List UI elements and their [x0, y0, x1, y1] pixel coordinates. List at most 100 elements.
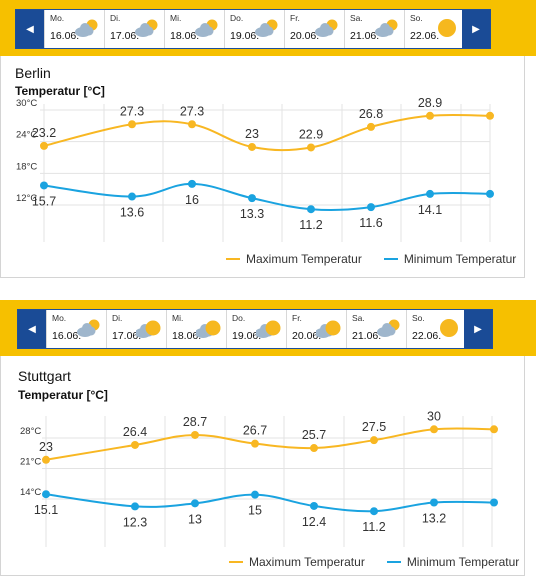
max-data-point[interactable] — [426, 111, 434, 120]
max-data-point[interactable] — [42, 455, 50, 464]
legend-max-label[interactable]: Maximum Temperatur — [246, 252, 362, 266]
sun-icon — [440, 319, 458, 337]
data-label: 27.5 — [362, 420, 386, 434]
day-weekday: Mo. — [52, 313, 67, 323]
next-day-button[interactable]: ▶ — [462, 10, 490, 48]
max-data-point[interactable] — [367, 122, 375, 131]
legend-min-label[interactable]: Minimum Temperatur — [403, 252, 517, 266]
cloud-sun-icon — [135, 19, 158, 37]
data-label: 16 — [185, 193, 199, 207]
max-data-point[interactable] — [310, 444, 318, 453]
day-tab-6[interactable]: So. 22.06. — [406, 310, 466, 348]
max-data-point[interactable] — [40, 141, 48, 150]
max-data-point[interactable] — [307, 143, 315, 152]
day-weekday: Do. — [230, 13, 244, 23]
min-data-point[interactable] — [188, 179, 196, 188]
data-label: 23.2 — [32, 126, 56, 140]
min-data-point[interactable] — [310, 501, 318, 510]
data-label: 12.3 — [123, 515, 147, 529]
day-tab-5[interactable]: Sa. 21.06. — [344, 10, 404, 48]
max-data-point[interactable] — [128, 120, 136, 129]
min-data-point[interactable] — [430, 498, 438, 507]
date-bar: ◀ Mo. 16.06. Di. 17.06. Mi. 18.06. Do. 19.06. Fr… — [0, 300, 536, 356]
previous-day-button[interactable]: ◀ — [16, 10, 44, 48]
min-data-point[interactable] — [191, 499, 199, 508]
max-data-point[interactable] — [131, 440, 139, 449]
day-tab-1[interactable]: Di. 17.06. — [104, 10, 164, 48]
day-tab-3[interactable]: Do. 19.06. — [224, 10, 284, 48]
min-data-point[interactable] — [367, 203, 375, 212]
day-tab-4[interactable]: Fr. 20.06. — [284, 10, 344, 48]
max-data-point[interactable] — [188, 120, 196, 129]
min-data-point[interactable] — [248, 194, 256, 203]
forecast-panel: Stuttgart Temperatur [°C] — [0, 356, 525, 576]
min-data-point[interactable] — [42, 490, 50, 499]
legend-min-label[interactable]: Minimum Temperatur — [406, 555, 520, 569]
min-data-point[interactable] — [128, 192, 136, 201]
day-date: 20.06. — [292, 330, 322, 342]
data-label: 15.1 — [34, 503, 58, 517]
min-data-point[interactable] — [490, 498, 498, 507]
day-date: 22.06. — [412, 330, 442, 342]
day-weekday: Fr. — [292, 313, 302, 323]
day-tab-3[interactable]: Do. 19.06. — [226, 310, 286, 348]
y-tick-label: 28°C — [20, 426, 41, 437]
weather-widget-berlin: ◀ Mo. 16.06. Di. 17.06. Mi. 18.06. Do. 19.06. Fr… — [0, 0, 536, 278]
min-data-point[interactable] — [307, 205, 315, 214]
max-data-point[interactable] — [490, 425, 498, 434]
min-data-point[interactable] — [251, 490, 259, 499]
day-date: 21.06. — [350, 30, 380, 42]
max-data-point[interactable] — [486, 111, 494, 120]
day-tab-6[interactable]: So. 22.06. — [404, 10, 464, 48]
day-tab-2[interactable]: Mi. 18.06. — [166, 310, 226, 348]
max-data-point[interactable] — [248, 142, 256, 151]
day-icon — [374, 16, 400, 40]
day-tab-0[interactable]: Mo. 16.06. — [46, 310, 106, 348]
next-day-button[interactable]: ▶ — [464, 310, 492, 348]
date-bar: ◀ Mo. 16.06. Di. 17.06. Mi. 18.06. Do. 19.06. Fr… — [0, 0, 536, 56]
legend-max-label[interactable]: Maximum Temperatur — [249, 555, 365, 569]
data-label: 25.7 — [302, 428, 326, 442]
day-date: 22.06. — [410, 30, 440, 42]
day-tab-1[interactable]: Di. 17.06. — [106, 310, 166, 348]
min-data-point[interactable] — [486, 189, 494, 198]
max-data-point[interactable] — [251, 439, 259, 448]
day-icon — [254, 16, 280, 40]
day-icon — [434, 16, 460, 40]
cloud-sun-icon — [77, 319, 100, 337]
sun-icon — [438, 19, 456, 37]
max-data-point[interactable] — [191, 430, 199, 439]
day-tab-4[interactable]: Fr. 20.06. — [286, 310, 346, 348]
y-tick-label: 12°C — [16, 193, 37, 204]
data-label: 26.7 — [243, 424, 267, 438]
temperature-chart: 30°C 24°C 18°C 12°C 23.2 27.3 27.3 23 22.9 26.8 28… — [16, 96, 494, 242]
data-label: 14.1 — [418, 203, 442, 217]
data-label: 15 — [248, 504, 262, 518]
day-tab-5[interactable]: Sa. 21.06. — [346, 310, 406, 348]
legend-max-swatch — [226, 258, 240, 260]
day-tab-0[interactable]: Mo. 16.06. — [44, 10, 104, 48]
cloud-sun-icon — [315, 19, 338, 37]
day-date: 21.06. — [352, 330, 382, 342]
data-label: 28.7 — [183, 415, 207, 429]
day-weekday: Fr. — [290, 13, 300, 23]
min-data-point[interactable] — [370, 507, 378, 516]
y-axis-label: Temperatur [°C] — [15, 84, 105, 98]
day-tab-2[interactable]: Mi. 18.06. — [164, 10, 224, 48]
day-date: 19.06. — [232, 330, 262, 342]
max-data-point[interactable] — [430, 425, 438, 434]
legend-min-swatch — [386, 561, 401, 563]
y-axis-label: Temperatur [°C] — [18, 388, 108, 402]
max-temperature-line — [43, 113, 491, 152]
day-strip: ◀ Mo. 16.06. Di. 17.06. Mi. 18.06. Do. 19.06. Fr… — [15, 9, 491, 49]
day-weekday: So. — [410, 13, 423, 23]
min-data-point[interactable] — [131, 502, 139, 511]
day-icon — [74, 16, 100, 40]
min-data-point[interactable] — [426, 189, 434, 198]
previous-day-button[interactable]: ◀ — [18, 310, 46, 348]
max-data-point[interactable] — [370, 436, 378, 445]
day-date: 18.06. — [170, 30, 200, 42]
max-temperature-line — [45, 427, 495, 461]
min-data-point[interactable] — [40, 181, 48, 190]
sun-cloud-icon — [195, 320, 221, 338]
